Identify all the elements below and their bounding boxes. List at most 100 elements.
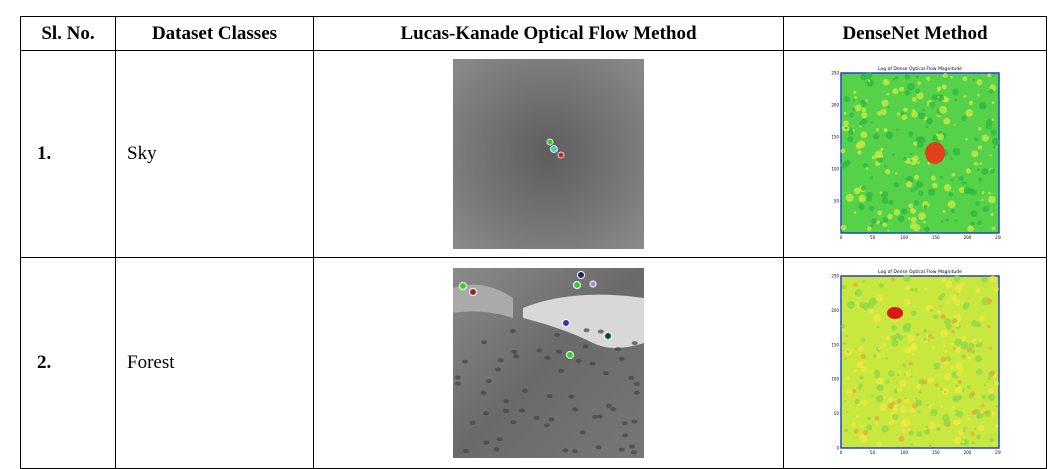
texture	[892, 88, 898, 94]
texture	[975, 288, 980, 293]
texture	[977, 168, 980, 171]
header: Sl. No.	[21, 17, 116, 51]
texture	[924, 205, 928, 209]
row: 1. Sky Log of Dense Optical Flow Magnitu…	[21, 51, 1047, 258]
tree	[495, 368, 501, 372]
texture	[897, 373, 900, 376]
texture	[914, 200, 919, 205]
tree	[603, 371, 609, 375]
texture	[846, 194, 854, 202]
texture	[883, 217, 889, 223]
texture	[847, 350, 850, 353]
texture	[982, 134, 989, 141]
texture	[989, 388, 995, 394]
texture	[995, 405, 997, 407]
tree	[556, 350, 562, 354]
texture	[973, 79, 975, 81]
y-tick-label: 50	[834, 199, 840, 204]
x-tick-label: 200	[964, 450, 972, 455]
y-tick-label: 50	[834, 411, 840, 416]
texture	[861, 354, 866, 359]
texture	[970, 432, 974, 436]
texture	[858, 347, 864, 353]
texture	[961, 116, 967, 122]
row: 2. Forest Log of Dense Optical Flow Magn…	[21, 258, 1047, 469]
texture	[987, 325, 990, 328]
texture	[846, 389, 853, 396]
texture	[967, 348, 972, 353]
texture	[990, 169, 995, 174]
texture	[937, 89, 940, 92]
texture	[953, 347, 956, 350]
texture	[922, 109, 925, 112]
tree	[582, 344, 588, 348]
texture	[993, 442, 996, 445]
texture	[846, 376, 851, 381]
texture	[954, 99, 957, 102]
texture	[875, 422, 878, 425]
texture	[873, 314, 881, 322]
texture	[899, 370, 902, 373]
texture	[951, 406, 955, 410]
texture	[911, 311, 917, 317]
texture	[866, 424, 872, 430]
texture	[976, 435, 981, 440]
texture	[942, 84, 947, 89]
texture	[975, 355, 982, 362]
texture	[899, 380, 906, 387]
texture	[988, 192, 991, 195]
texture	[971, 410, 976, 415]
texture	[863, 302, 870, 309]
texture	[924, 288, 927, 291]
tree	[606, 404, 612, 408]
texture	[972, 150, 979, 157]
tree	[562, 448, 568, 452]
texture	[944, 184, 951, 191]
texture	[844, 112, 847, 115]
texture	[967, 386, 971, 390]
tree	[519, 408, 525, 412]
tree	[463, 449, 469, 453]
texture	[908, 84, 911, 87]
texture	[916, 333, 919, 336]
texture	[876, 384, 883, 391]
tree	[597, 414, 603, 418]
texture	[900, 420, 907, 427]
texture	[951, 342, 954, 345]
texture	[964, 427, 967, 430]
texture	[988, 394, 995, 401]
texture	[889, 200, 894, 205]
texture	[962, 354, 966, 358]
lk-image	[453, 59, 644, 249]
texture	[899, 87, 904, 92]
texture	[930, 409, 938, 417]
texture	[883, 79, 890, 86]
texture	[897, 399, 902, 404]
texture	[964, 182, 967, 185]
texture	[898, 335, 904, 341]
texture	[907, 334, 915, 342]
texture	[964, 187, 972, 195]
texture	[965, 138, 968, 141]
texture	[992, 75, 995, 78]
texture	[904, 298, 911, 305]
texture	[873, 133, 879, 139]
y-tick-label: 200	[831, 103, 839, 108]
texture	[908, 203, 913, 208]
texture	[882, 343, 886, 347]
texture	[944, 373, 951, 380]
texture	[933, 314, 938, 319]
texture	[847, 136, 853, 142]
texture	[967, 357, 970, 360]
tree	[537, 348, 543, 352]
texture	[879, 404, 886, 411]
texture	[943, 345, 946, 348]
texture	[916, 431, 922, 437]
texture	[937, 387, 939, 389]
tree	[534, 416, 540, 420]
texture	[991, 129, 997, 135]
texture	[948, 192, 953, 197]
tree	[513, 354, 519, 358]
texture	[908, 217, 911, 220]
texture	[904, 398, 910, 404]
